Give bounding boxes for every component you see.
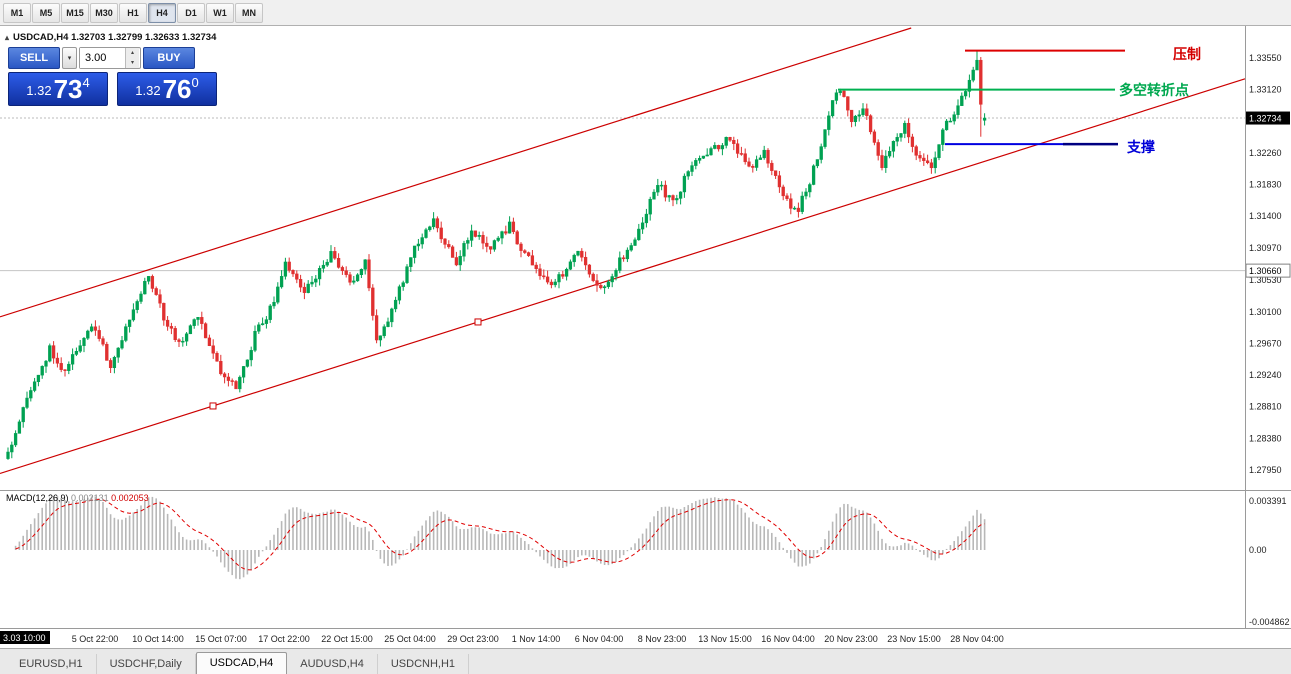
macd-signal-curve xyxy=(15,498,985,571)
ask-fraction: 0 xyxy=(191,75,199,90)
resistance-label: 压制 xyxy=(1173,46,1201,62)
svg-text:20 Nov 23:00: 20 Nov 23:00 xyxy=(824,634,878,644)
timeframe-button-h1[interactable]: H1 xyxy=(119,2,147,23)
tab-eurusd-h1[interactable]: EURUSD,H1 xyxy=(6,654,97,674)
price-chart[interactable]: 1.33550 1.33120 1.32260 1.31830 1.31400 1.309… xyxy=(0,26,1291,648)
timeframe-button-mn[interactable]: MN xyxy=(235,2,263,23)
svg-text:1.33550: 1.33550 xyxy=(1249,53,1282,63)
svg-text:1.29240: 1.29240 xyxy=(1249,370,1282,380)
svg-text:1 Nov 14:00: 1 Nov 14:00 xyxy=(512,634,561,644)
chevron-down-icon: ▾ xyxy=(67,55,72,62)
svg-text:1.30100: 1.30100 xyxy=(1249,307,1282,317)
svg-text:1.29670: 1.29670 xyxy=(1249,338,1282,348)
timeframe-button-m5[interactable]: M5 xyxy=(32,2,60,23)
sell-button[interactable]: SELL xyxy=(8,47,60,69)
svg-text:6 Nov 04:00: 6 Nov 04:00 xyxy=(575,634,624,644)
svg-text:1.28810: 1.28810 xyxy=(1249,402,1282,412)
svg-text:29 Oct 23:00: 29 Oct 23:00 xyxy=(447,634,499,644)
ask-big-figure: 1.32 xyxy=(135,83,161,98)
macd-axis-labels: 0.003391 0.00 -0.004862 xyxy=(1249,496,1290,627)
buy-button[interactable]: BUY xyxy=(143,47,195,69)
tab-usdchf-daily[interactable]: USDCHF,Daily xyxy=(97,654,196,674)
time-axis-labels[interactable]: 5 Oct 22:00 10 Oct 14:00 15 Oct 07:00 17 Oc… xyxy=(72,634,1004,644)
timeframe-button-w1[interactable]: W1 xyxy=(206,2,234,23)
ask-price-tile[interactable]: 1.32 76 0 xyxy=(117,72,217,106)
svg-text:17 Oct 22:00: 17 Oct 22:00 xyxy=(258,634,310,644)
svg-text:13 Nov 15:00: 13 Nov 15:00 xyxy=(698,634,752,644)
timeframe-toolbar: M1 M5 M15 M30 H1 H4 D1 W1 MN xyxy=(0,0,1291,26)
timeframe-button-m15[interactable]: M15 xyxy=(61,2,89,23)
tab-usdcnh-h1[interactable]: USDCNH,H1 xyxy=(378,654,470,674)
volume-decrease-button[interactable]: ▾ xyxy=(126,58,139,68)
svg-text:5 Oct 22:00: 5 Oct 22:00 xyxy=(72,634,119,644)
one-click-trading-panel: SELL ▾ ▴ ▾ BUY 1.32 73 4 1.32 76 0 xyxy=(8,47,217,106)
svg-text:8 Nov 23:00: 8 Nov 23:00 xyxy=(638,634,687,644)
chart-window[interactable]: 1.33550 1.33120 1.32260 1.31830 1.31400 1.309… xyxy=(0,26,1291,648)
svg-text:1.33120: 1.33120 xyxy=(1249,85,1282,95)
volume-increase-button[interactable]: ▴ xyxy=(126,48,139,58)
volume-spinner: ▴ ▾ xyxy=(125,48,139,68)
macd-signal-value: 0.002053 xyxy=(111,493,149,503)
bid-pips: 73 xyxy=(53,74,83,104)
timeframe-button-m1[interactable]: M1 xyxy=(3,2,31,23)
svg-text:10 Oct 14:00: 10 Oct 14:00 xyxy=(132,634,184,644)
volume-input[interactable] xyxy=(80,48,125,68)
timeframe-button-h4[interactable]: H4 xyxy=(148,2,176,23)
bid-fraction: 4 xyxy=(82,75,90,90)
svg-text:1.30660: 1.30660 xyxy=(1249,266,1282,276)
svg-text:1.32734: 1.32734 xyxy=(1249,114,1282,124)
volume-dropdown-button[interactable]: ▾ xyxy=(62,47,77,69)
bid-price-tile[interactable]: 1.32 73 4 xyxy=(8,72,108,106)
pivot-label: 多空转折点 xyxy=(1119,82,1189,98)
svg-text:0.00: 0.00 xyxy=(1249,545,1267,555)
chart-tabs-bar: EURUSD,H1 USDCHF,Daily USDCAD,H4 AUDUSD,H4 U… xyxy=(0,648,1291,674)
candlestick-series xyxy=(6,51,987,460)
channel-upper-trendline[interactable] xyxy=(0,27,912,318)
price-axis-labels[interactable]: 1.33550 1.33120 1.32260 1.31830 1.31400 1.309… xyxy=(1249,53,1282,475)
one-click-prices-row: 1.32 73 4 1.32 76 0 xyxy=(8,72,217,106)
svg-text:23 Nov 15:00: 23 Nov 15:00 xyxy=(887,634,941,644)
macd-histogram xyxy=(14,495,986,580)
svg-text:-0.004862: -0.004862 xyxy=(1249,617,1290,627)
channel-lower-trendline[interactable] xyxy=(0,78,1246,475)
support-label: 支撑 xyxy=(1127,139,1155,155)
svg-text:16 Nov 04:00: 16 Nov 04:00 xyxy=(761,634,815,644)
svg-text:1.31830: 1.31830 xyxy=(1249,180,1282,190)
tab-audusd-h4[interactable]: AUDUSD,H4 xyxy=(287,654,378,674)
trendline-handle[interactable] xyxy=(474,318,482,326)
timeframe-button-m30[interactable]: M30 xyxy=(90,2,118,23)
svg-text:1.30970: 1.30970 xyxy=(1249,243,1282,253)
time-crosshair-tag xyxy=(0,631,50,644)
svg-text:1.27950: 1.27950 xyxy=(1249,465,1282,475)
svg-text:0.003391: 0.003391 xyxy=(1249,496,1287,506)
svg-text:22 Oct 15:00: 22 Oct 15:00 xyxy=(321,634,373,644)
one-click-toggle-icon[interactable]: ▴ xyxy=(5,33,10,42)
bid-big-figure: 1.32 xyxy=(26,83,52,98)
volume-box: ▴ ▾ xyxy=(79,47,141,69)
macd-indicator-label: MACD(12,26,9) 0.002131 0.002053 xyxy=(6,493,149,503)
chart-title: ▴ USDCAD,H4 1.32703 1.32799 1.32633 1.32… xyxy=(5,32,216,43)
svg-text:1.28380: 1.28380 xyxy=(1249,433,1282,443)
svg-text:3.03 10:00: 3.03 10:00 xyxy=(3,633,46,643)
macd-name: MACD(12,26,9) xyxy=(6,493,69,503)
timeframe-button-d1[interactable]: D1 xyxy=(177,2,205,23)
current-price-tag xyxy=(1246,111,1290,125)
svg-text:1.32260: 1.32260 xyxy=(1249,148,1282,158)
svg-text:25 Oct 04:00: 25 Oct 04:00 xyxy=(384,634,436,644)
svg-text:1.31400: 1.31400 xyxy=(1249,211,1282,221)
ask-pips: 76 xyxy=(162,74,192,104)
chart-ohlc-text: USDCAD,H4 1.32703 1.32799 1.32633 1.3273… xyxy=(13,32,217,43)
macd-main-value: 0.002131 xyxy=(71,493,109,503)
svg-text:15 Oct 07:00: 15 Oct 07:00 xyxy=(195,634,247,644)
one-click-controls-row: SELL ▾ ▴ ▾ BUY xyxy=(8,47,217,69)
svg-text:28 Nov 04:00: 28 Nov 04:00 xyxy=(950,634,1004,644)
trendline-handle[interactable] xyxy=(209,402,217,410)
tab-usdcad-h4[interactable]: USDCAD,H4 xyxy=(195,652,288,674)
svg-text:1.30530: 1.30530 xyxy=(1249,275,1282,285)
